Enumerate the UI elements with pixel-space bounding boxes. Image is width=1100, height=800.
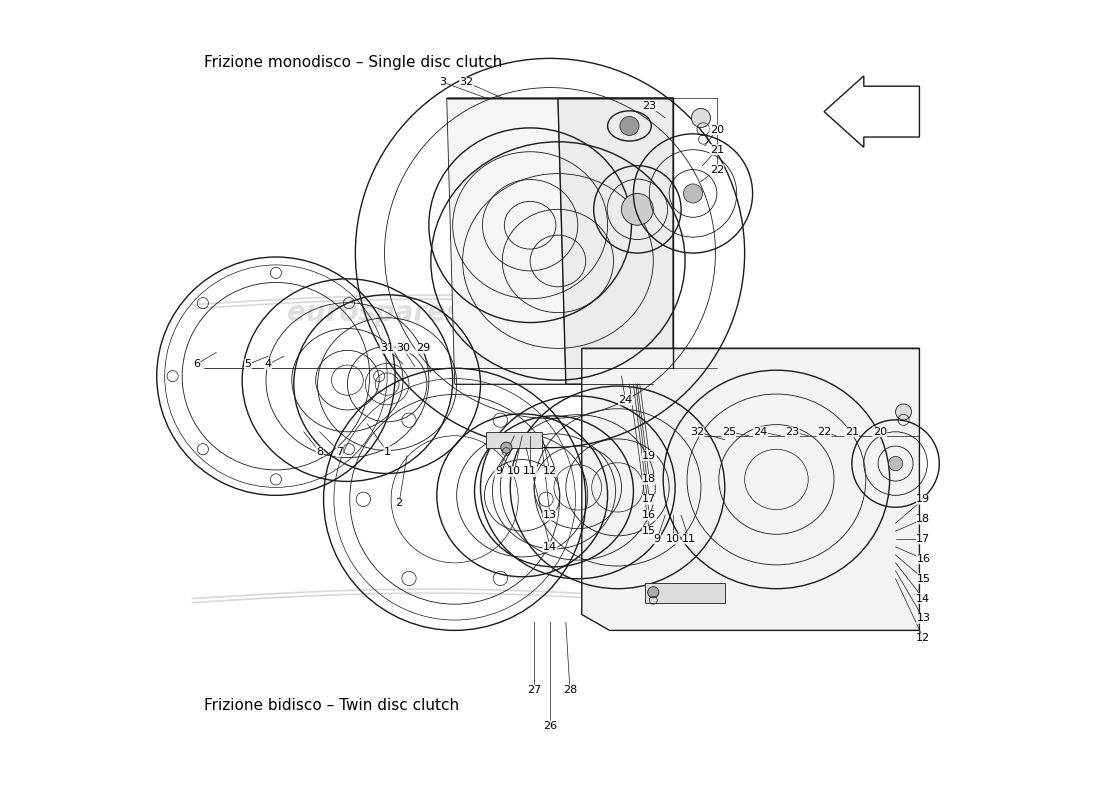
Text: 20: 20 xyxy=(710,125,724,135)
Text: 12: 12 xyxy=(543,466,557,477)
Text: 9: 9 xyxy=(495,466,502,477)
Text: 11: 11 xyxy=(524,466,537,477)
Circle shape xyxy=(621,194,653,226)
Polygon shape xyxy=(486,432,542,448)
Text: 18: 18 xyxy=(642,474,657,485)
Text: 25: 25 xyxy=(722,426,736,437)
Text: 24: 24 xyxy=(754,426,768,437)
Text: 13: 13 xyxy=(543,510,557,520)
Text: 13: 13 xyxy=(916,614,931,623)
Text: 9: 9 xyxy=(653,534,661,544)
Circle shape xyxy=(683,184,703,203)
Text: 10: 10 xyxy=(507,466,521,477)
Circle shape xyxy=(648,586,659,598)
Text: 10: 10 xyxy=(667,534,680,544)
Text: 17: 17 xyxy=(916,534,931,544)
Text: 19: 19 xyxy=(916,494,931,504)
Text: 22: 22 xyxy=(710,165,724,174)
Text: 21: 21 xyxy=(845,426,859,437)
Text: 8: 8 xyxy=(316,446,323,457)
Text: eurospares: eurospares xyxy=(605,593,781,621)
Text: 22: 22 xyxy=(817,426,832,437)
Text: 19: 19 xyxy=(642,450,657,461)
Text: 32: 32 xyxy=(690,426,704,437)
Polygon shape xyxy=(558,98,673,384)
Text: Frizione bidisco – Twin disc clutch: Frizione bidisco – Twin disc clutch xyxy=(205,698,460,714)
Text: 6: 6 xyxy=(192,359,200,370)
Text: 11: 11 xyxy=(682,534,696,544)
Text: 32: 32 xyxy=(460,78,474,87)
Text: 30: 30 xyxy=(396,343,410,354)
Text: 21: 21 xyxy=(710,145,724,154)
Text: Frizione monodisco – Single disc clutch: Frizione monodisco – Single disc clutch xyxy=(205,55,503,70)
Circle shape xyxy=(692,109,711,127)
Text: 14: 14 xyxy=(543,542,557,552)
Text: 7: 7 xyxy=(336,446,343,457)
Text: 29: 29 xyxy=(416,343,430,354)
Text: 5: 5 xyxy=(244,359,252,370)
Polygon shape xyxy=(447,98,565,384)
Circle shape xyxy=(620,116,639,135)
Text: 24: 24 xyxy=(618,395,632,405)
Text: 12: 12 xyxy=(916,634,931,643)
Text: eurospares: eurospares xyxy=(287,298,463,326)
Text: 16: 16 xyxy=(642,510,657,520)
Text: 16: 16 xyxy=(916,554,931,564)
Text: 28: 28 xyxy=(563,685,578,695)
Text: 18: 18 xyxy=(916,514,931,524)
Text: 15: 15 xyxy=(642,526,657,536)
Text: 15: 15 xyxy=(916,574,931,584)
Circle shape xyxy=(895,404,912,420)
Text: 1: 1 xyxy=(384,446,390,457)
Text: 2: 2 xyxy=(396,498,403,508)
Text: 23: 23 xyxy=(642,101,657,111)
Text: 31: 31 xyxy=(381,343,394,354)
Text: 20: 20 xyxy=(872,426,887,437)
Polygon shape xyxy=(582,348,920,630)
Polygon shape xyxy=(646,582,725,602)
Text: 14: 14 xyxy=(916,594,931,604)
Circle shape xyxy=(889,457,903,470)
Text: 17: 17 xyxy=(642,494,657,504)
Polygon shape xyxy=(824,76,920,147)
Text: 4: 4 xyxy=(264,359,272,370)
Text: 27: 27 xyxy=(527,685,541,695)
Text: 26: 26 xyxy=(543,721,557,730)
Text: 23: 23 xyxy=(785,426,800,437)
Circle shape xyxy=(500,442,512,454)
Text: 3: 3 xyxy=(439,78,447,87)
